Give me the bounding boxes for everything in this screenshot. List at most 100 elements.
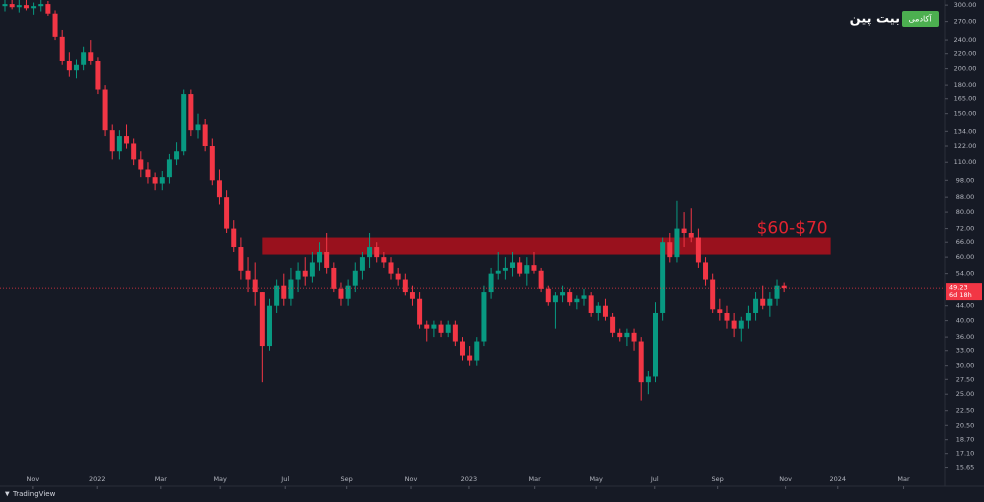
y-tick-label: 165.00 [954, 95, 977, 103]
candle-body [581, 295, 587, 299]
candle-body [767, 298, 773, 306]
candle-body [88, 52, 94, 61]
candle-body [231, 228, 237, 248]
candle-body [774, 285, 780, 299]
candle-body [681, 228, 687, 233]
y-tick-label: 80.00 [956, 208, 975, 216]
candle-body [688, 232, 694, 238]
candle-body [624, 332, 630, 338]
candle-body [552, 295, 558, 303]
watermark: TradingView [12, 490, 56, 498]
y-tick-label: 18.70 [956, 436, 975, 444]
y-tick-label: 270.00 [954, 18, 977, 26]
candle-body [510, 262, 516, 268]
candle-body [531, 265, 537, 271]
candle-body [309, 262, 315, 277]
x-tick-label: Mar [529, 475, 542, 483]
x-tick-label: Nov [27, 475, 40, 483]
candle-body [674, 228, 680, 258]
y-tick-label: 54.00 [956, 270, 975, 278]
candle-body [2, 4, 8, 7]
zone [262, 237, 831, 255]
y-tick-label: 110.00 [954, 158, 977, 166]
candle-body [424, 324, 430, 329]
logo-tag: آکادمی [909, 14, 933, 24]
candle-body [631, 332, 637, 342]
candle-body [638, 341, 644, 383]
candle-body [281, 285, 287, 299]
candle-body [409, 292, 415, 299]
candle-body [481, 292, 487, 342]
candle-body [488, 273, 494, 293]
y-tick-label: 36.00 [956, 333, 975, 341]
candle-body [753, 298, 759, 313]
candle-body [474, 341, 480, 361]
candle-body [59, 36, 65, 61]
candle-body [560, 292, 566, 296]
candle-body [602, 305, 608, 317]
plot: $60-$70 [2, 0, 831, 401]
candle-body [102, 89, 108, 131]
candle-body [703, 262, 709, 280]
candle-body [45, 4, 51, 14]
candle-body [52, 13, 58, 37]
candle-body [645, 376, 651, 383]
candle-body [660, 242, 666, 313]
candle-body [302, 270, 308, 277]
y-tick-label: 200.00 [954, 65, 977, 73]
x-tick-label: May [213, 475, 227, 483]
candle-body [73, 64, 79, 71]
y-tick-label: 33.00 [956, 347, 975, 355]
candle-body [9, 4, 15, 8]
candle-body [174, 151, 180, 160]
candle-body [538, 270, 544, 289]
y-tick-label: 72.00 [956, 225, 975, 233]
x-tick-label: Nov [405, 475, 418, 483]
candle-body [359, 257, 365, 271]
candle-body [467, 355, 473, 361]
y-tick-label: 150.00 [954, 110, 977, 118]
candle-body [81, 52, 87, 65]
candle-body [38, 4, 44, 7]
x-tick-label: Nov [779, 475, 792, 483]
candle-body [452, 324, 458, 342]
candle-body [445, 324, 451, 333]
candle-body [417, 298, 423, 325]
x-tick-label: May [589, 475, 603, 483]
candle-body [166, 159, 172, 178]
candle-body [745, 312, 751, 321]
candle-body [266, 305, 272, 347]
candle-body [31, 6, 37, 9]
candle-body [138, 159, 144, 170]
candle-body [374, 247, 380, 258]
candle-body [202, 124, 208, 147]
candle-body [345, 285, 351, 299]
candle-body [352, 270, 358, 286]
candle-body [295, 270, 301, 280]
candle-body [252, 279, 258, 293]
candle-body [23, 5, 29, 9]
candle-body [667, 242, 673, 258]
x-tick-label: Mar [155, 475, 168, 483]
candle-body [109, 130, 115, 152]
y-tick-label: 240.00 [954, 36, 977, 44]
zone-label: $60-$70 [757, 219, 828, 239]
candle-body [224, 197, 230, 229]
candle-body [524, 265, 530, 274]
candle-body [124, 136, 130, 144]
candle-body [159, 177, 165, 184]
x-tick-label: Jul [650, 475, 659, 483]
candle-body [288, 279, 294, 299]
candle-body [331, 267, 337, 289]
candle-body [431, 324, 437, 329]
candle-body [731, 320, 737, 329]
candle-body [724, 312, 730, 321]
candle-body [381, 257, 387, 263]
candle-body [324, 252, 330, 268]
y-tick-label: 98.00 [956, 176, 975, 184]
y-tick-label: 122.00 [954, 142, 977, 150]
y-tick-label: 66.00 [956, 238, 975, 246]
y-tick-label: 25.00 [956, 390, 975, 398]
x-tick-label: Sep [712, 475, 724, 483]
